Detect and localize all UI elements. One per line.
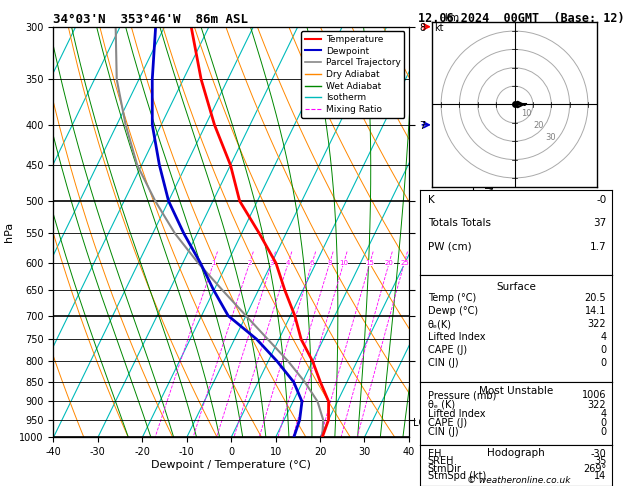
Text: 4: 4 <box>600 332 606 342</box>
Text: CAPE (J): CAPE (J) <box>428 345 467 355</box>
Text: 1006: 1006 <box>582 390 606 400</box>
Text: LCL: LCL <box>413 418 431 429</box>
Text: K: K <box>428 195 435 205</box>
Text: 34°03'N  353°46'W  86m ASL: 34°03'N 353°46'W 86m ASL <box>53 13 248 26</box>
Y-axis label: hPa: hPa <box>4 222 14 242</box>
Text: Most Unstable: Most Unstable <box>479 386 554 396</box>
Text: 15: 15 <box>365 260 374 265</box>
Text: 0: 0 <box>600 427 606 437</box>
Text: 269°: 269° <box>583 464 606 474</box>
Text: PW (cm): PW (cm) <box>428 242 472 252</box>
Text: CIN (J): CIN (J) <box>428 427 459 437</box>
Text: Lifted Index: Lifted Index <box>428 332 486 342</box>
Text: -0: -0 <box>596 195 606 205</box>
Text: 2: 2 <box>248 260 252 265</box>
Legend: Temperature, Dewpoint, Parcel Trajectory, Dry Adiabat, Wet Adiabat, Isotherm, Mi: Temperature, Dewpoint, Parcel Trajectory… <box>301 31 404 118</box>
Text: 25: 25 <box>400 260 409 265</box>
Text: Totals Totals: Totals Totals <box>428 218 491 228</box>
Text: 14.1: 14.1 <box>585 306 606 316</box>
Text: 10: 10 <box>521 109 532 119</box>
Text: 322: 322 <box>587 399 606 410</box>
Text: θₑ(K): θₑ(K) <box>428 319 452 329</box>
X-axis label: Dewpoint / Temperature (°C): Dewpoint / Temperature (°C) <box>151 460 311 470</box>
Text: Lifted Index: Lifted Index <box>428 409 486 419</box>
Text: 6: 6 <box>310 260 314 265</box>
Text: -30: -30 <box>591 449 606 459</box>
Text: CAPE (J): CAPE (J) <box>428 418 467 428</box>
Text: 14: 14 <box>594 471 606 482</box>
Text: 37: 37 <box>593 218 606 228</box>
Text: Hodograph: Hodograph <box>487 448 545 458</box>
Y-axis label: Mixing Ratio (g/kg): Mixing Ratio (g/kg) <box>482 186 493 278</box>
Text: 0: 0 <box>600 358 606 368</box>
Text: 1: 1 <box>211 260 216 265</box>
Text: EH: EH <box>428 449 442 459</box>
Text: 3: 3 <box>270 260 274 265</box>
Text: 8: 8 <box>328 260 332 265</box>
Text: Temp (°C): Temp (°C) <box>428 293 476 303</box>
Text: 322: 322 <box>587 319 606 329</box>
Text: 4: 4 <box>600 409 606 419</box>
Text: 20.5: 20.5 <box>584 293 606 303</box>
Text: 10: 10 <box>339 260 348 265</box>
Text: 0: 0 <box>600 418 606 428</box>
Text: Dewp (°C): Dewp (°C) <box>428 306 478 316</box>
Text: StmDir: StmDir <box>428 464 462 474</box>
Text: 0: 0 <box>600 345 606 355</box>
Text: 20: 20 <box>533 122 543 130</box>
Text: 1.7: 1.7 <box>589 242 606 252</box>
Text: θₑ (K): θₑ (K) <box>428 399 455 410</box>
Text: 20: 20 <box>385 260 394 265</box>
Y-axis label: km
ASL: km ASL <box>442 13 460 35</box>
Text: 30: 30 <box>545 133 555 142</box>
Text: © weatheronline.co.uk: © weatheronline.co.uk <box>467 475 571 485</box>
Text: CIN (J): CIN (J) <box>428 358 459 368</box>
Text: 35: 35 <box>594 456 606 467</box>
Text: Pressure (mb): Pressure (mb) <box>428 390 496 400</box>
Text: 12.06.2024  00GMT  (Base: 12): 12.06.2024 00GMT (Base: 12) <box>418 12 625 25</box>
Text: SREH: SREH <box>428 456 454 467</box>
Text: StmSpd (kt): StmSpd (kt) <box>428 471 486 482</box>
Text: kt: kt <box>434 23 443 33</box>
Text: 4: 4 <box>286 260 291 265</box>
Text: Surface: Surface <box>496 282 536 292</box>
